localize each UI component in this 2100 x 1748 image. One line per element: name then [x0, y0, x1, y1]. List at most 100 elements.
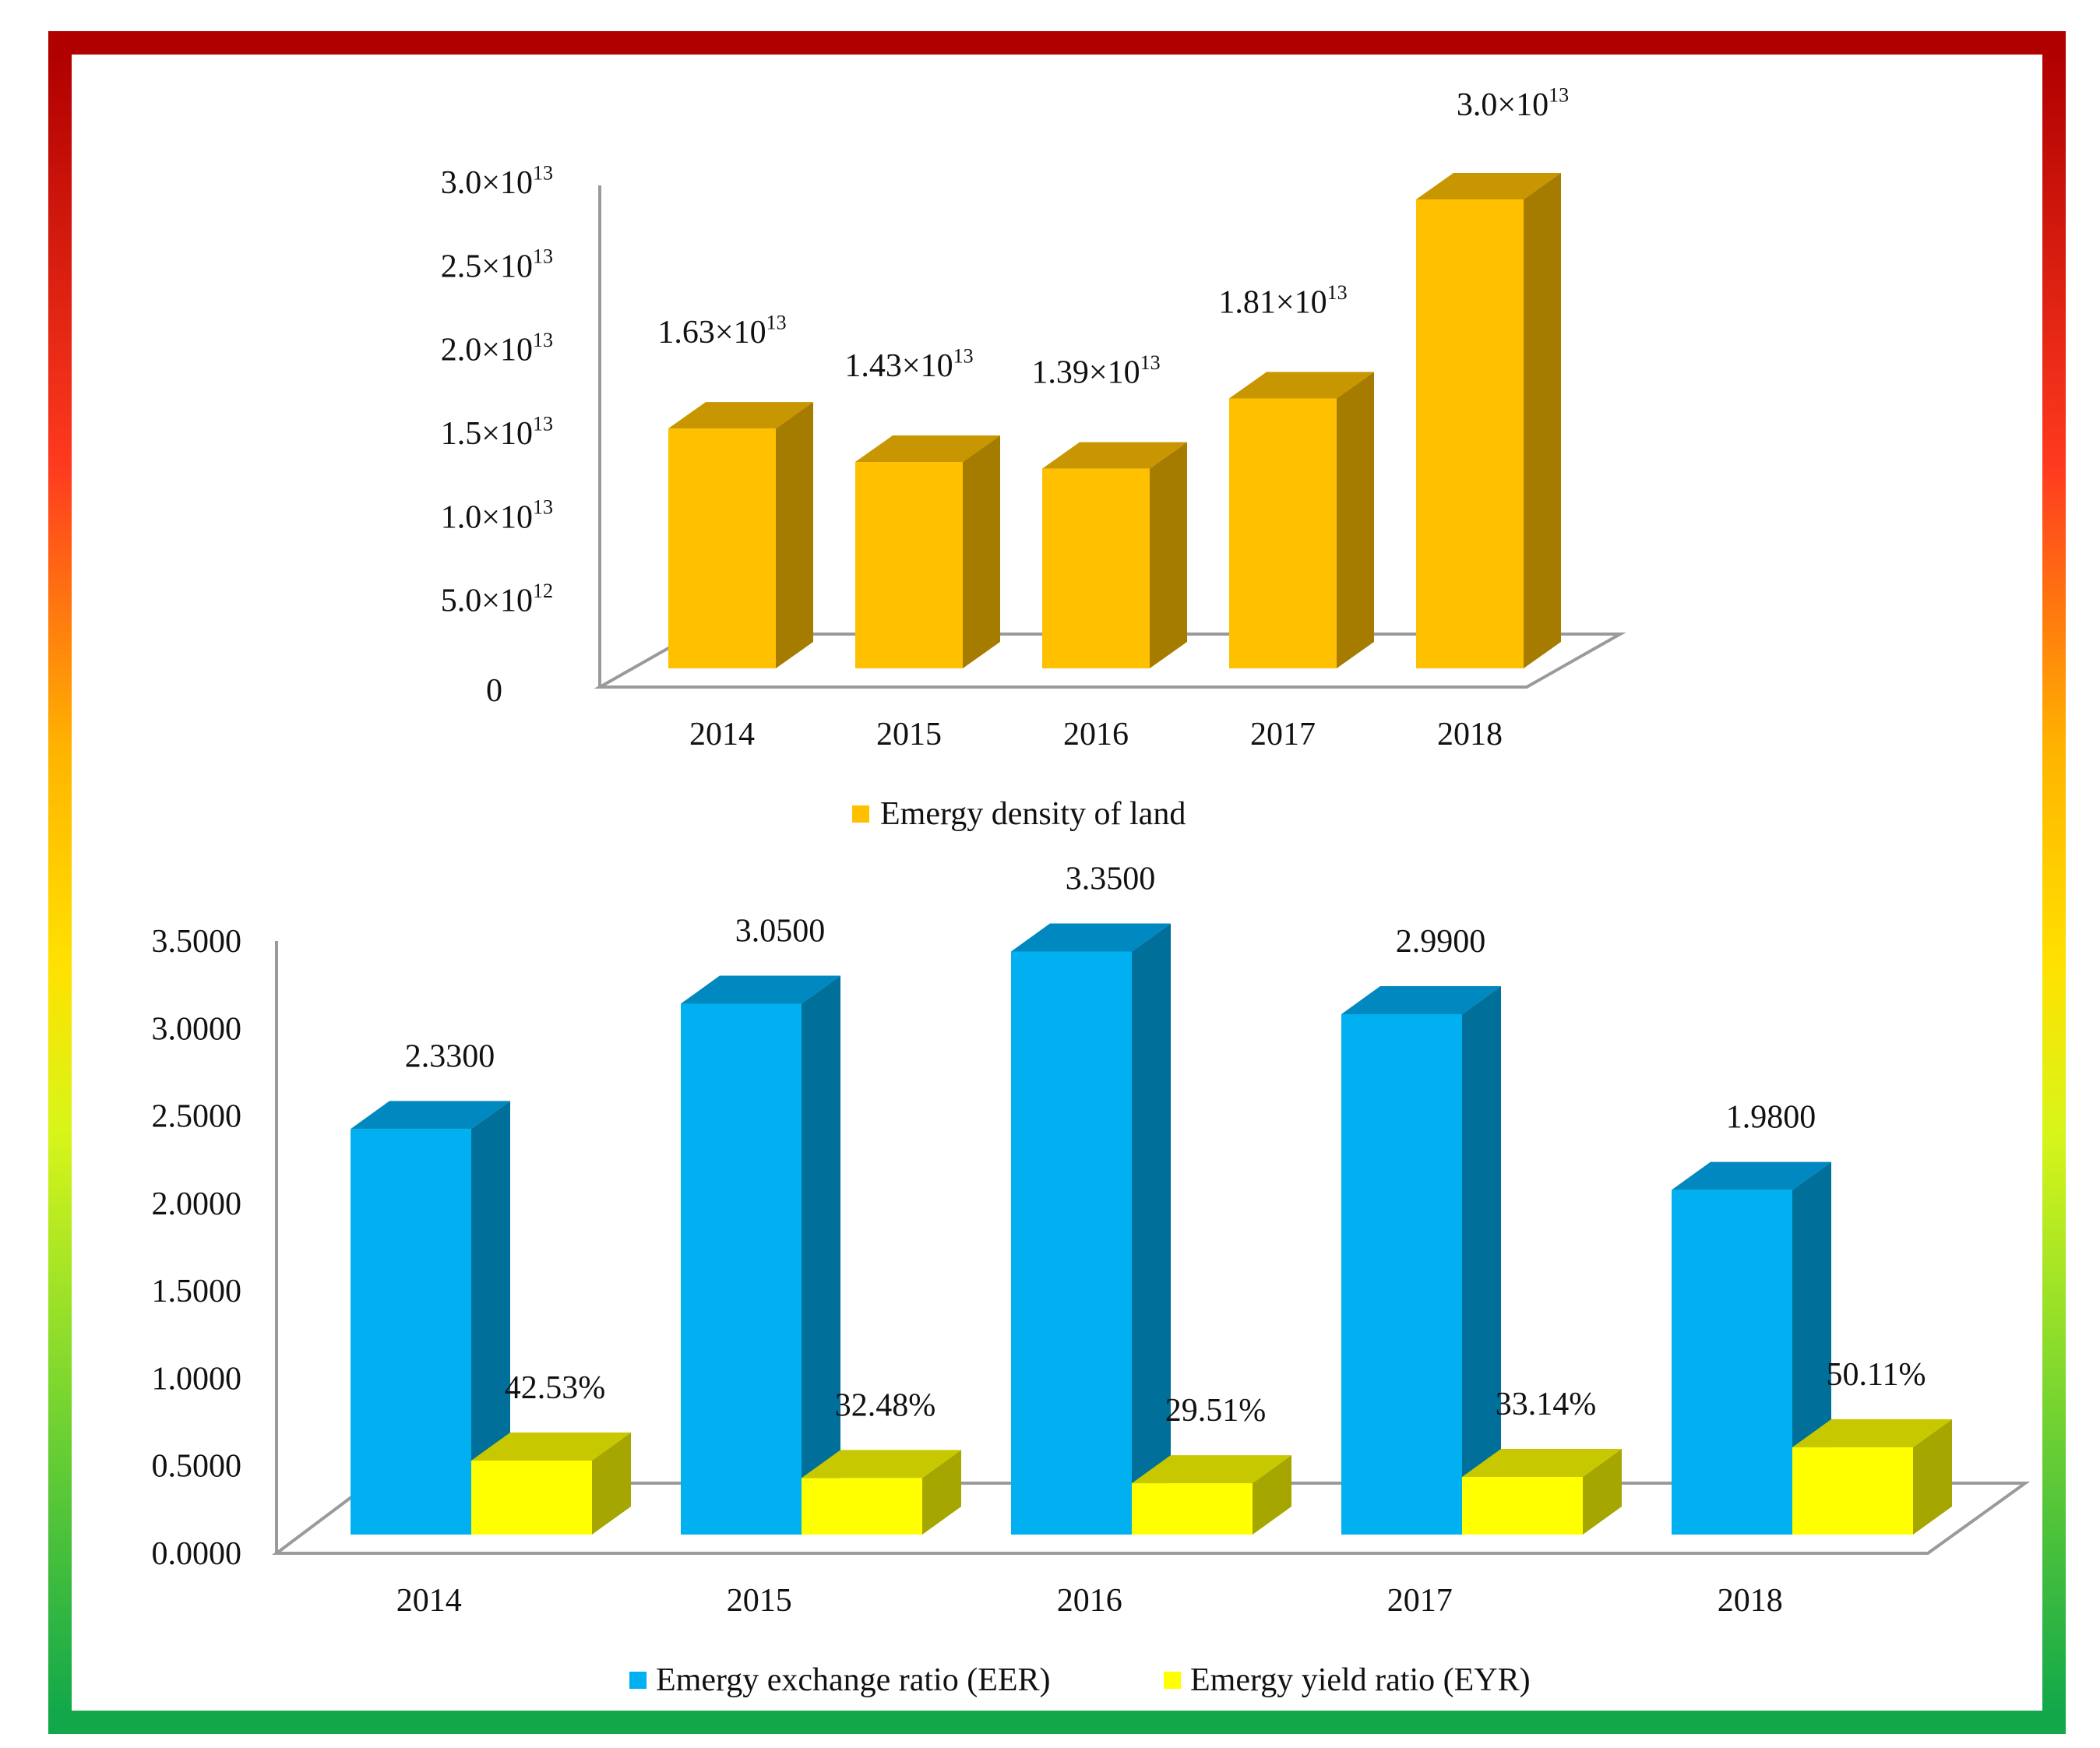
bar-2015: [855, 435, 1000, 668]
y-tick-label: 1.0×1013: [441, 496, 553, 536]
x-tick-2017: 2017: [1387, 1583, 1453, 1619]
bar-2017-front: [1229, 398, 1337, 668]
legend-swatch-eer: [629, 1672, 647, 1689]
bar-eer-2017-top: [1341, 985, 1501, 1014]
x-tick-2018: 2018: [1437, 717, 1503, 752]
data-label-eer-2016: 3.3500: [1066, 862, 1156, 897]
bar-eyr-2014: [471, 1432, 631, 1535]
plot-floor: [272, 1482, 2031, 1555]
y-tick-label: 2.5000: [152, 1099, 242, 1135]
y-tick-label: 3.0×1013: [441, 161, 553, 201]
bar-eyr-2015-front: [802, 1478, 922, 1535]
bar-eer-2016: [1011, 923, 1171, 1535]
x-tick-2015: 2015: [727, 1583, 792, 1619]
bar-eer-2014-front: [351, 1129, 471, 1535]
y-tick-label: 1.5×1013: [441, 412, 553, 452]
bar-eyr-2017-front: [1462, 1476, 1583, 1535]
bar-eyr-2018: [1792, 1419, 1952, 1535]
data-label-2017: 1.81×1013: [1218, 281, 1347, 321]
bar-2018-top: [1416, 173, 1561, 199]
chart-emergy-density: 0 5.0×1012 1.0×1013 1.5×1013 2.0×1013 2.5×101…: [441, 83, 1626, 832]
bar-eyr-2015-side: [922, 1450, 961, 1535]
data-label-2015: 1.43×1013: [844, 344, 973, 384]
plot-floor: [594, 633, 1626, 689]
x-tick-2016: 2016: [1063, 717, 1129, 752]
y-tick-label: 0: [486, 673, 502, 709]
bar-eyr-2017-top: [1462, 1448, 1622, 1477]
bar-eyr-2016-top: [1132, 1455, 1291, 1484]
bar-eer-2017: [1341, 985, 1501, 1535]
bar-2017: [1229, 372, 1374, 668]
bar-2016-top: [1042, 442, 1187, 469]
bar-2018-side: [1524, 173, 1561, 668]
bar-2017-side: [1337, 372, 1374, 668]
bar-2018-front: [1416, 199, 1524, 668]
x-tick-2017: 2017: [1250, 717, 1316, 752]
bar-eyr-2014-top: [471, 1432, 631, 1461]
bar-eyr-2018-front: [1792, 1447, 1913, 1535]
bar-eer-2016-front: [1011, 951, 1132, 1535]
gradient-frame: [48, 31, 2066, 1734]
data-label-eyr-2018: 50.11%: [1827, 1357, 1926, 1393]
bar-eer-2018-front: [1672, 1189, 1792, 1535]
bar-2014-front: [668, 428, 776, 668]
y-tick-label: 0.5000: [152, 1449, 242, 1485]
bar-eyr-2018-side: [1913, 1419, 1952, 1535]
legend-label-density: Emergy density of land: [880, 796, 1186, 832]
bar-eer-2015-top: [681, 975, 840, 1004]
bar-2016-side: [1150, 442, 1187, 668]
data-label-eer-2017: 2.9900: [1396, 924, 1486, 960]
bar-eyr-2014-side: [592, 1432, 631, 1535]
bar-eer-2017-front: [1341, 1013, 1462, 1535]
x-tick-2014: 2014: [689, 717, 755, 752]
bar-eer-2014-top: [351, 1101, 510, 1130]
y-tick-label: 3.0000: [152, 1011, 242, 1047]
bar-eyr-2016-front: [1132, 1483, 1253, 1535]
legend-swatch-eyr: [1164, 1672, 1181, 1689]
bar-eer-2016-side: [1132, 923, 1171, 1535]
bar-eyr-2015-top: [802, 1450, 961, 1478]
bar-2015-side: [963, 435, 1000, 668]
bar-eer-2018-top: [1672, 1161, 1831, 1190]
data-label-eer-2014: 2.3300: [405, 1038, 495, 1074]
data-label-2018: 3.0×1013: [1457, 83, 1569, 123]
bar-2014-top: [668, 402, 813, 429]
chart-eer-eyr: 0.0000 0.5000 1.0000 1.5000 2.0000 2.5000 3.00…: [152, 862, 2031, 1698]
legend-label-eyr: Emergy yield ratio (EYR): [1190, 1662, 1531, 1698]
bar-eyr-2016: [1132, 1455, 1291, 1535]
data-label-2016: 1.39×1013: [1031, 351, 1160, 391]
bar-2017-top: [1229, 372, 1374, 399]
bar-eyr-2015: [802, 1450, 961, 1535]
y-tick-label: 2.0×1013: [441, 329, 553, 368]
data-label-eer-2018: 1.9800: [1726, 1100, 1816, 1136]
bar-eer-2014-side: [471, 1101, 510, 1535]
legend-label-eer: Emergy exchange ratio (EER): [656, 1662, 1051, 1698]
bar-eyr-2016-side: [1253, 1455, 1291, 1535]
x-tick-2016: 2016: [1057, 1583, 1122, 1619]
x-tick-2015: 2015: [876, 717, 942, 752]
bar-2015-front: [855, 462, 963, 668]
bar-2018: [1416, 173, 1561, 668]
bar-eyr-2017-side: [1583, 1448, 1622, 1535]
y-tick-label: 2.5×1013: [441, 245, 553, 285]
y-tick-label: 5.0×1012: [441, 580, 553, 619]
bar-2014-side: [776, 402, 813, 668]
data-label-eer-2015: 3.0500: [735, 914, 826, 950]
bar-2016: [1042, 442, 1187, 668]
y-tick-label: 3.5000: [152, 924, 242, 960]
data-label-eyr-2017: 33.14%: [1496, 1387, 1597, 1422]
bar-eer-2015-front: [681, 1003, 802, 1535]
data-label-eyr-2014: 42.53%: [505, 1370, 606, 1406]
y-tick-label: 0.0000: [152, 1536, 242, 1572]
bar-eer-2016-top: [1011, 923, 1171, 952]
bar-eer-2017-side: [1462, 985, 1501, 1535]
bar-eer-2014: [351, 1101, 510, 1535]
data-label-2014: 1.63×1013: [657, 311, 786, 351]
bar-2015-top: [855, 435, 1000, 463]
bar-eer-2015: [681, 975, 840, 1535]
bar-2016-front: [1042, 468, 1150, 668]
y-tick-label: 2.0000: [152, 1186, 242, 1222]
bar-eyr-2017: [1462, 1448, 1622, 1535]
bar-2014: [668, 402, 813, 668]
